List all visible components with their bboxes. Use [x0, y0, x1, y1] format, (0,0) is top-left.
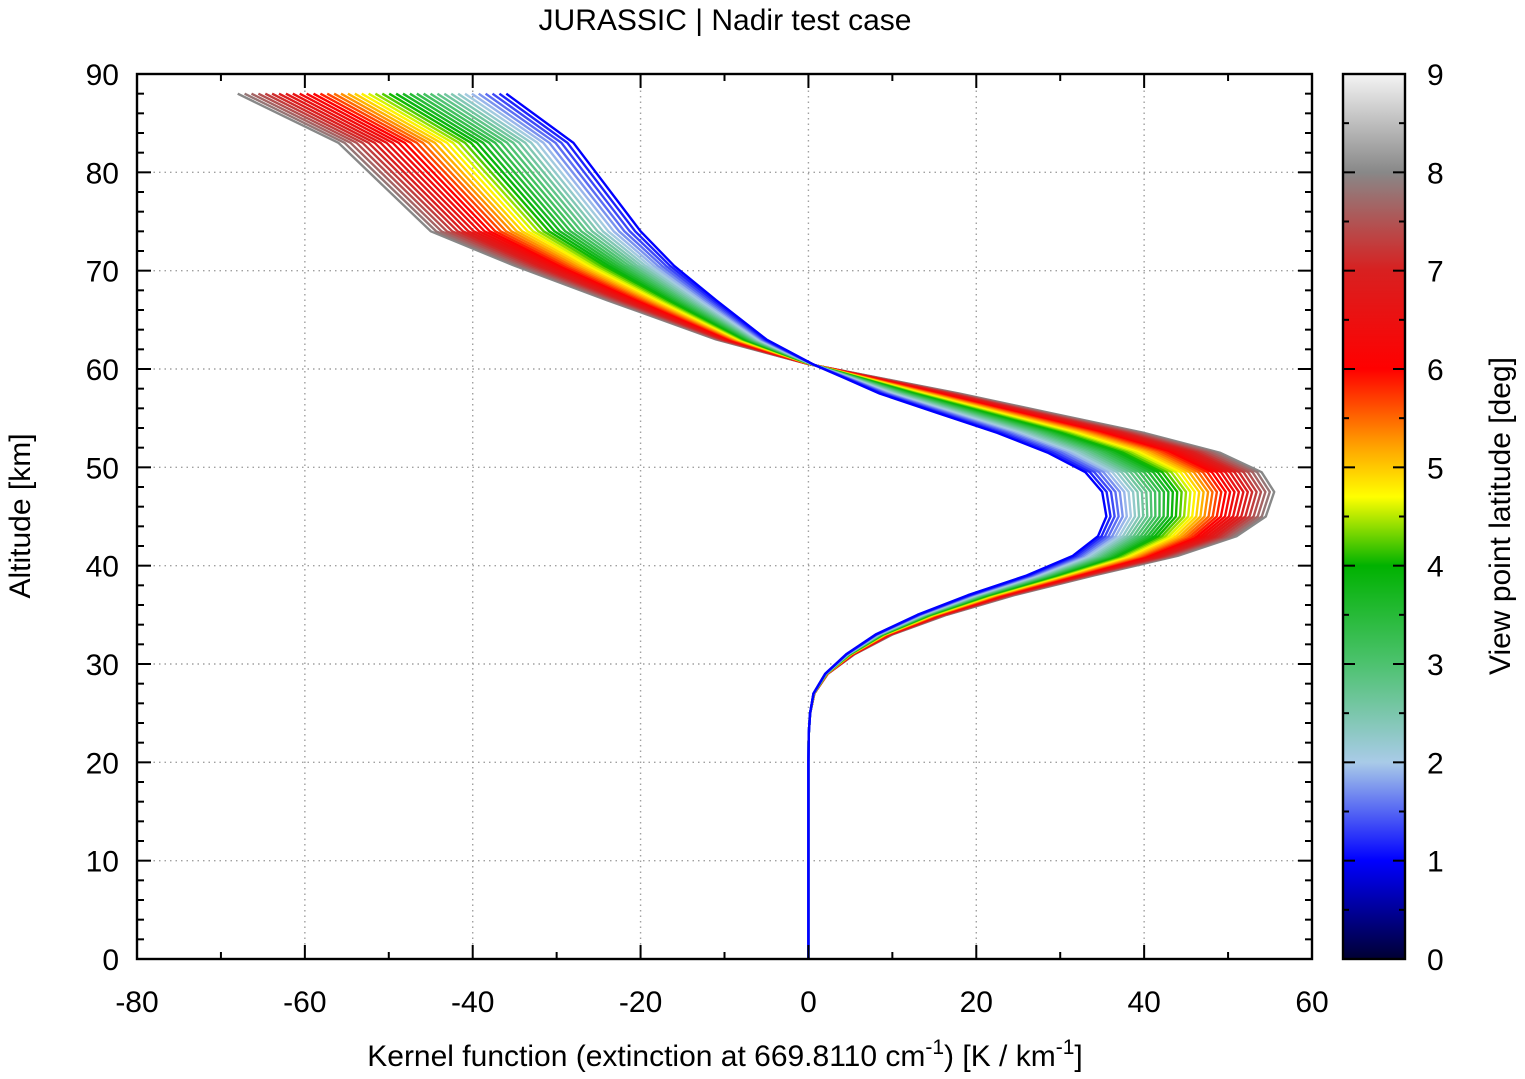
colorbar-tick-label: 9 — [1427, 59, 1444, 92]
colorbar-tick-label: 2 — [1427, 747, 1444, 780]
kernel-curve — [374, 92, 1188, 959]
kernel-curve — [395, 92, 1174, 959]
y-axis-label: Altitude [km] — [4, 433, 37, 598]
colorbar-tick-label: 1 — [1427, 846, 1444, 879]
x-tick-label: 0 — [800, 986, 817, 1019]
kernel-curve — [409, 92, 1166, 959]
colorbar-tick-label: 7 — [1427, 256, 1444, 289]
colorbar-tick-label: 4 — [1427, 551, 1444, 584]
x-tick-label: 40 — [1127, 986, 1160, 1019]
y-tick-label: 50 — [86, 452, 119, 485]
y-tick-label: 80 — [86, 157, 119, 190]
x-axis-label: Kernel function (extinction at 669.8110 … — [367, 1036, 1083, 1073]
y-tick-label: 0 — [102, 944, 119, 977]
x-tick-label: 60 — [1295, 986, 1328, 1019]
x-axis-label-part-2: ) [K / km — [944, 1040, 1056, 1073]
kernel-curve — [402, 92, 1170, 959]
x-axis-label-part-1: Kernel function (extinction at 669.8110 … — [367, 1040, 925, 1073]
y-tick-label: 70 — [86, 256, 119, 289]
y-tick-label: 10 — [86, 846, 119, 879]
plot-frame — [135, 72, 1314, 961]
kernel-curve — [244, 92, 1271, 959]
x-tick-label: -20 — [619, 986, 662, 1019]
colorbar-tick-label: 0 — [1427, 944, 1444, 977]
chart-title: JURASSIC | Nadir test case — [539, 4, 912, 37]
kernel-curve — [388, 92, 1179, 959]
x-tick-label: -80 — [115, 986, 158, 1019]
kernel-curve — [422, 92, 1157, 959]
x-tick-label: -60 — [283, 986, 326, 1019]
y-tick-label: 30 — [86, 649, 119, 682]
y-axis-ticks: 0 10 20 30 40 50 60 70 80 90 — [86, 59, 1312, 977]
y-tick-label: 60 — [86, 354, 119, 387]
colorbar-tick-label: 8 — [1427, 157, 1444, 190]
kernel-curve — [436, 92, 1149, 959]
kernel-curve — [264, 92, 1258, 959]
kernel-curves — [237, 92, 1276, 959]
colorbar-label: View point latitude [deg] — [1484, 357, 1517, 675]
y-tick-label: 40 — [86, 551, 119, 584]
kernel-curve — [429, 92, 1153, 959]
kernel-curve — [381, 92, 1183, 959]
x-axis-label-part-3: ] — [1074, 1040, 1082, 1073]
kernel-curve — [416, 92, 1161, 959]
colorbar-tick-label: 6 — [1427, 354, 1444, 387]
colorbar-tick-label: 3 — [1427, 649, 1444, 682]
x-axis-label-sup-1: -1 — [925, 1036, 944, 1059]
x-tick-label: -40 — [451, 986, 494, 1019]
x-tick-label: 20 — [960, 986, 993, 1019]
y-tick-label: 20 — [86, 747, 119, 780]
x-axis-label-sup-2: -1 — [1056, 1036, 1075, 1059]
colorbar-tick-label: 5 — [1427, 452, 1444, 485]
kernel-curve — [505, 92, 1108, 959]
y-tick-label: 90 — [86, 59, 119, 92]
colorbar-ticks: 0 1 2 3 4 5 6 7 8 9 — [1343, 59, 1444, 977]
colorbar — [1341, 72, 1407, 961]
